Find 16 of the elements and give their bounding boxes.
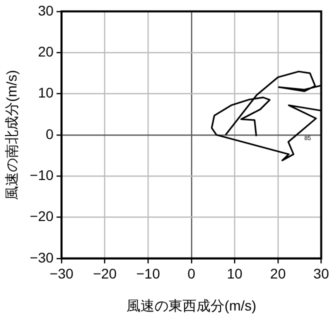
x-tick-label: −30 xyxy=(50,266,74,282)
y-tick-label: 10 xyxy=(38,84,54,101)
y-axis-title: 風速の南北成分(m/s) xyxy=(3,70,20,200)
x-tick-label: −10 xyxy=(136,266,160,282)
y-tick-label: −10 xyxy=(30,166,54,183)
y-tick-label: 30 xyxy=(38,2,54,18)
x-tick-label: 10 xyxy=(226,266,243,282)
x-tick-label: −20 xyxy=(92,266,117,282)
x-axis-title: 風速の東西成分(m/s) xyxy=(126,297,256,314)
x-tick-label: 0 xyxy=(187,266,196,282)
y-tick-label: 0 xyxy=(46,126,54,142)
y-tick-label: 20 xyxy=(38,43,54,60)
x-tick-label: 30 xyxy=(313,266,330,282)
x-tick-label: 20 xyxy=(270,266,286,282)
y-tick-label: −30 xyxy=(30,249,54,266)
y-tick-label: −20 xyxy=(30,208,54,224)
